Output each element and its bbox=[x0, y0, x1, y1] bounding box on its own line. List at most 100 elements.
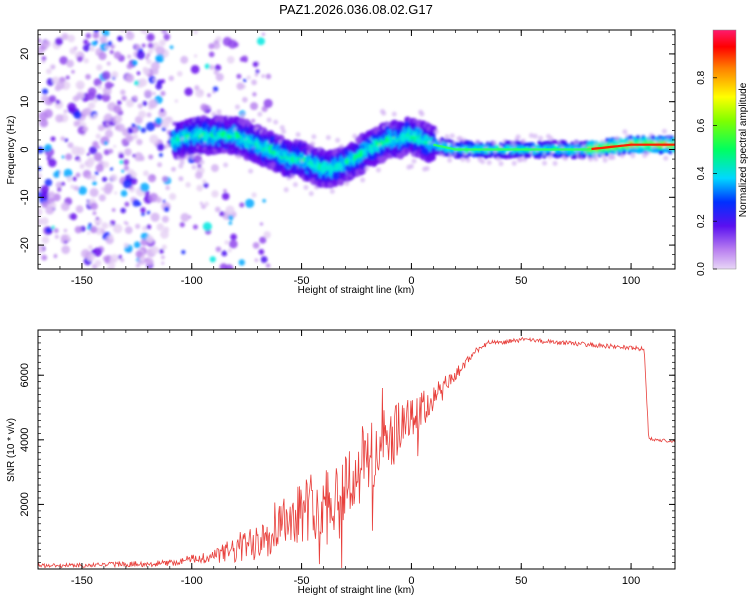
spectrogram-cell bbox=[148, 49, 154, 54]
spectrogram-cell bbox=[66, 176, 73, 182]
spectrogram-cell bbox=[53, 171, 60, 179]
spectrogram-cell bbox=[163, 206, 170, 212]
spectrogram-cell bbox=[40, 185, 49, 194]
spectrogram-cell bbox=[38, 38, 42, 44]
spectrogram-cell bbox=[106, 61, 111, 66]
spectrogram-cell bbox=[568, 151, 573, 156]
spectrogram-cell bbox=[113, 51, 122, 60]
spectrogram-cell bbox=[174, 99, 179, 103]
spectrogram-cell bbox=[202, 179, 207, 184]
spectrogram-x-axis: -150 -100 -50 0 50 100 bbox=[37, 30, 676, 287]
spectrogram-cell bbox=[169, 45, 174, 50]
spectrogram-cell bbox=[136, 50, 146, 60]
spectrogram-cell bbox=[193, 30, 198, 35]
spectrogram-cell bbox=[258, 249, 265, 255]
spectrogram-cell bbox=[391, 111, 397, 117]
spectrogram-cell bbox=[123, 242, 129, 248]
spectrogram-cell bbox=[412, 118, 417, 123]
spectrogram-cell bbox=[151, 175, 155, 179]
spectrogram-cell bbox=[180, 212, 190, 222]
spectrogram-cell bbox=[40, 217, 49, 226]
spectrogram-cell bbox=[225, 205, 235, 215]
spectrogram-x-tick-label: 100 bbox=[622, 275, 640, 287]
spectrogram-cell bbox=[146, 112, 152, 118]
spectrogram-cell bbox=[161, 261, 165, 265]
spectrogram-cell bbox=[93, 152, 103, 162]
spectrogram-cell bbox=[443, 138, 449, 143]
spectrogram-cell bbox=[90, 202, 98, 211]
spectrogram-cell bbox=[419, 111, 425, 117]
spectrogram-cell bbox=[73, 185, 79, 191]
spectrogram-cell bbox=[251, 192, 257, 198]
spectrogram-cell bbox=[212, 41, 221, 50]
spectrogram-cell bbox=[104, 44, 110, 50]
spectrogram-cell bbox=[158, 153, 163, 158]
spectrogram-cell bbox=[61, 245, 71, 255]
spectrogram-cell bbox=[98, 51, 107, 61]
spectrogram-cell bbox=[95, 216, 99, 221]
spectrogram-cell bbox=[145, 258, 154, 266]
spectrogram-cell bbox=[483, 153, 488, 159]
spectrogram-cell bbox=[329, 188, 335, 194]
snr-x-tick-label: -50 bbox=[294, 575, 310, 587]
spectrogram-cell bbox=[630, 153, 636, 159]
spectrogram-y-tick-label: -10 bbox=[19, 189, 31, 205]
spectrogram-cell bbox=[155, 196, 162, 203]
snr-frame bbox=[37, 329, 676, 570]
spectrogram-cell bbox=[465, 157, 471, 163]
spectrogram-cell bbox=[67, 142, 74, 149]
spectrogram-cell bbox=[143, 89, 153, 98]
spectrogram-cell bbox=[91, 41, 97, 47]
spectrogram-cell bbox=[83, 39, 89, 45]
spectrogram-cell bbox=[72, 176, 77, 182]
spectrogram-cell bbox=[41, 201, 49, 208]
spectrogram-cell bbox=[162, 117, 170, 126]
spectrogram-cell bbox=[135, 263, 141, 268]
spectrogram-cell bbox=[48, 95, 57, 103]
spectrogram-cell bbox=[116, 123, 125, 133]
spectrogram-cell bbox=[162, 199, 166, 203]
snr-y-axis: 2000 4000 6000 bbox=[19, 329, 675, 570]
spectrogram-cell bbox=[110, 83, 115, 87]
spectrogram-cell bbox=[381, 110, 387, 116]
spectrogram-cell bbox=[520, 138, 526, 144]
spectrogram-cell bbox=[55, 99, 61, 105]
spectrogram-cell bbox=[143, 170, 149, 177]
spectrogram-cell bbox=[161, 175, 169, 183]
spectrogram-y-tick-label: -20 bbox=[19, 237, 31, 253]
spectrogram-cell bbox=[266, 117, 272, 123]
spectrogram-cell bbox=[115, 115, 123, 123]
spectrogram-cell bbox=[610, 155, 616, 161]
spectrogram-cell bbox=[76, 56, 83, 63]
spectrogram-cell bbox=[111, 71, 119, 79]
spectrogram-cell bbox=[146, 190, 150, 195]
spectrogram-cell bbox=[64, 138, 69, 143]
spectrogram-cell bbox=[148, 99, 158, 109]
spectrogram-cell bbox=[251, 79, 257, 86]
spectrogram-cell bbox=[141, 43, 146, 48]
spectrogram-cell bbox=[202, 221, 212, 232]
spectrogram-cell bbox=[53, 254, 58, 259]
spectrogram-cell bbox=[126, 63, 133, 70]
spectrogram-cell bbox=[124, 201, 130, 207]
spectrogram-cell bbox=[71, 69, 75, 74]
spectrogram-cell bbox=[108, 223, 113, 228]
spectrogram-cell bbox=[249, 102, 259, 111]
spectrogram-y-label: Frequency (Hz) bbox=[6, 116, 17, 185]
spectrogram-cell bbox=[41, 254, 48, 261]
spectrogram-cell bbox=[38, 207, 43, 217]
spectrogram-x-tick-label: 0 bbox=[408, 275, 414, 287]
spectrogram-cell bbox=[138, 110, 147, 119]
spectrogram-cell bbox=[61, 155, 65, 159]
spectrogram-cell bbox=[622, 129, 628, 135]
colorbar-gradient bbox=[713, 30, 736, 269]
spectrogram-cell bbox=[146, 59, 152, 65]
spectrogram-cell bbox=[548, 136, 554, 142]
spectrogram-cell bbox=[207, 93, 211, 98]
spectrogram-cell bbox=[141, 212, 145, 216]
spectrogram-cell bbox=[55, 114, 64, 123]
spectrogram-cell bbox=[116, 100, 122, 106]
spectrogram-cell bbox=[230, 233, 237, 241]
spectrogram-cell bbox=[176, 70, 183, 77]
